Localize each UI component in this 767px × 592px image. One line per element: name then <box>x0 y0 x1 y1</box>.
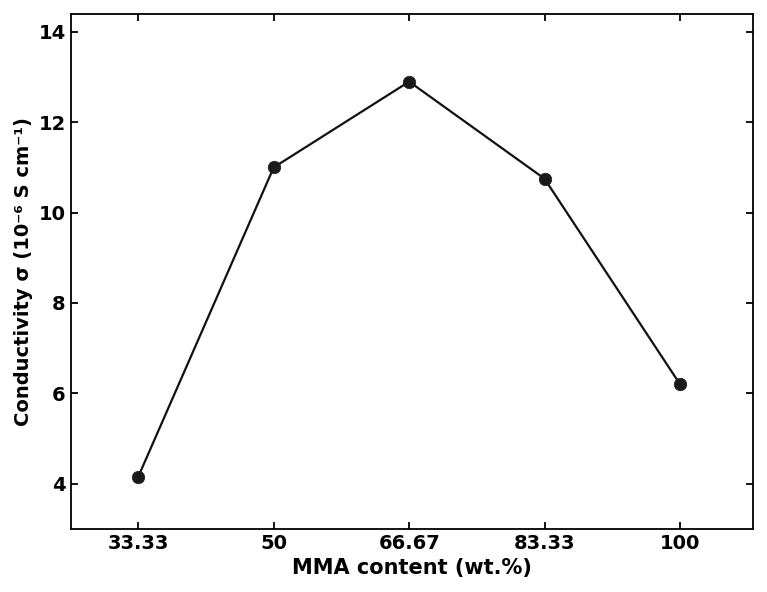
Y-axis label: Conductivity σ (10⁻⁶ S cm⁻¹): Conductivity σ (10⁻⁶ S cm⁻¹) <box>14 117 33 426</box>
X-axis label: MMA content (wt.%): MMA content (wt.%) <box>292 558 532 578</box>
